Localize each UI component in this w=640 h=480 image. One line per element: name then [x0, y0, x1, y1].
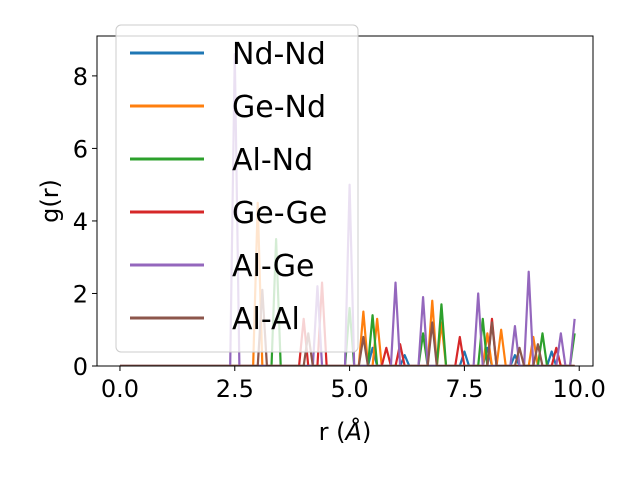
y-tick-label: 0 — [73, 353, 88, 381]
legend: Nd-Nd Ge-Nd Al-Nd Ge-Ge Al-Ge Al-Al — [115, 24, 359, 353]
y-tick-label: 4 — [73, 208, 88, 236]
legend-label: Ge-Ge — [232, 196, 327, 231]
x-tick-label: 7.5 — [445, 375, 483, 403]
y-tick-label: 2 — [73, 280, 88, 308]
y-tick-label: 6 — [73, 135, 88, 163]
legend-label: Ge-Nd — [232, 90, 326, 125]
series-line-ge-nd — [119, 201, 575, 366]
legend-label: Al-Ge — [232, 249, 315, 284]
y-tick-label: 8 — [73, 63, 88, 91]
legend-label: Nd-Nd — [232, 37, 326, 72]
legend-label: Al-Al — [232, 302, 300, 337]
x-tick-label: 2.5 — [216, 375, 254, 403]
x-tick-label: 10.0 — [553, 375, 606, 403]
legend-label: Al-Nd — [232, 143, 313, 178]
axes: 0.0 2.5 5.0 7.5 10.0 0 2 4 6 8 r (Å) g(r) — [36, 35, 606, 446]
x-axis-label: r (Å) — [319, 417, 372, 446]
x-tick-label: 5.0 — [331, 375, 369, 403]
y-axis-label: g(r) — [36, 179, 64, 223]
x-tick-label: 0.0 — [101, 375, 139, 403]
